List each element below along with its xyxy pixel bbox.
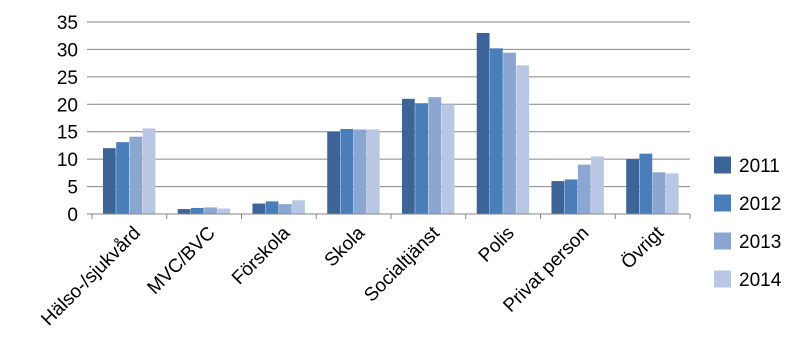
- y-axis-ticks: 0 5 10 15 20 25 30 35: [57, 13, 92, 226]
- legend-swatch-2011: [714, 156, 731, 174]
- bar-2013-4: [428, 97, 442, 214]
- bar-2013-7: [652, 172, 666, 214]
- bar-2014-5: [516, 65, 530, 214]
- bar-2013-3: [353, 129, 367, 214]
- category-label: Övrigt: [617, 222, 668, 273]
- legend-swatch-2014: [714, 270, 731, 288]
- bars: [102, 32, 679, 214]
- bar-2012-2: [265, 201, 279, 214]
- bar-2012-1: [190, 207, 204, 214]
- bar-2012-4: [415, 103, 428, 214]
- category-label: Hälso-/sjukvård: [37, 223, 144, 330]
- bar-2014-4: [441, 104, 455, 214]
- legend-label-2013: 2013: [739, 232, 781, 253]
- legend-swatch-2012: [714, 194, 731, 212]
- y-tick-label: 5: [67, 178, 78, 199]
- y-tick-label: 35: [57, 13, 78, 34]
- y-tick-label: 10: [57, 150, 78, 171]
- legend: 2011 2012 2013 2014: [714, 156, 782, 291]
- bar-2014-0: [142, 128, 156, 214]
- bar-2014-7: [665, 173, 679, 214]
- bar-2011-3: [327, 131, 341, 214]
- category-label: MVC/BVC: [144, 223, 220, 299]
- legend-label-2014: 2014: [739, 270, 782, 291]
- legend-label-2012: 2012: [739, 194, 781, 215]
- bar-2013-1: [204, 207, 217, 214]
- bar-2011-7: [626, 159, 640, 214]
- bar-2013-5: [503, 52, 516, 214]
- gridlines: [92, 21, 690, 188]
- category-label: Förskola: [228, 222, 295, 289]
- bar-2014-3: [366, 129, 380, 214]
- bar-2012-6: [564, 179, 578, 214]
- bar-2011-2: [252, 203, 266, 214]
- legend-label-2011: 2011: [739, 156, 780, 177]
- bar-2012-0: [116, 142, 129, 214]
- bar-2012-3: [340, 128, 354, 214]
- bar-2011-1: [177, 209, 191, 214]
- y-tick-label: 25: [57, 68, 78, 89]
- bar-2011-5: [476, 32, 490, 214]
- y-tick-label: 15: [57, 123, 78, 144]
- legend-swatch-2013: [714, 232, 731, 250]
- category-label: Socialtjänst: [360, 222, 444, 306]
- bar-2011-0: [102, 148, 116, 214]
- bar-2014-2: [292, 200, 305, 214]
- bar-2013-6: [577, 164, 591, 214]
- y-tick-label: 30: [57, 40, 78, 61]
- bar-2014-1: [217, 208, 231, 214]
- bar-2013-0: [129, 136, 143, 214]
- bar-2011-4: [401, 98, 415, 214]
- y-tick-label: 0: [67, 205, 78, 226]
- category-label: Polis: [475, 223, 519, 267]
- bar-2012-7: [639, 153, 653, 214]
- category-label: Skola: [321, 222, 370, 271]
- bar-2014-6: [591, 156, 604, 214]
- x-axis-ticks: [91, 214, 691, 219]
- bar-2012-5: [489, 48, 503, 214]
- y-tick-label: 20: [57, 95, 78, 116]
- bar-2013-2: [278, 204, 292, 214]
- bar-2011-6: [551, 181, 565, 214]
